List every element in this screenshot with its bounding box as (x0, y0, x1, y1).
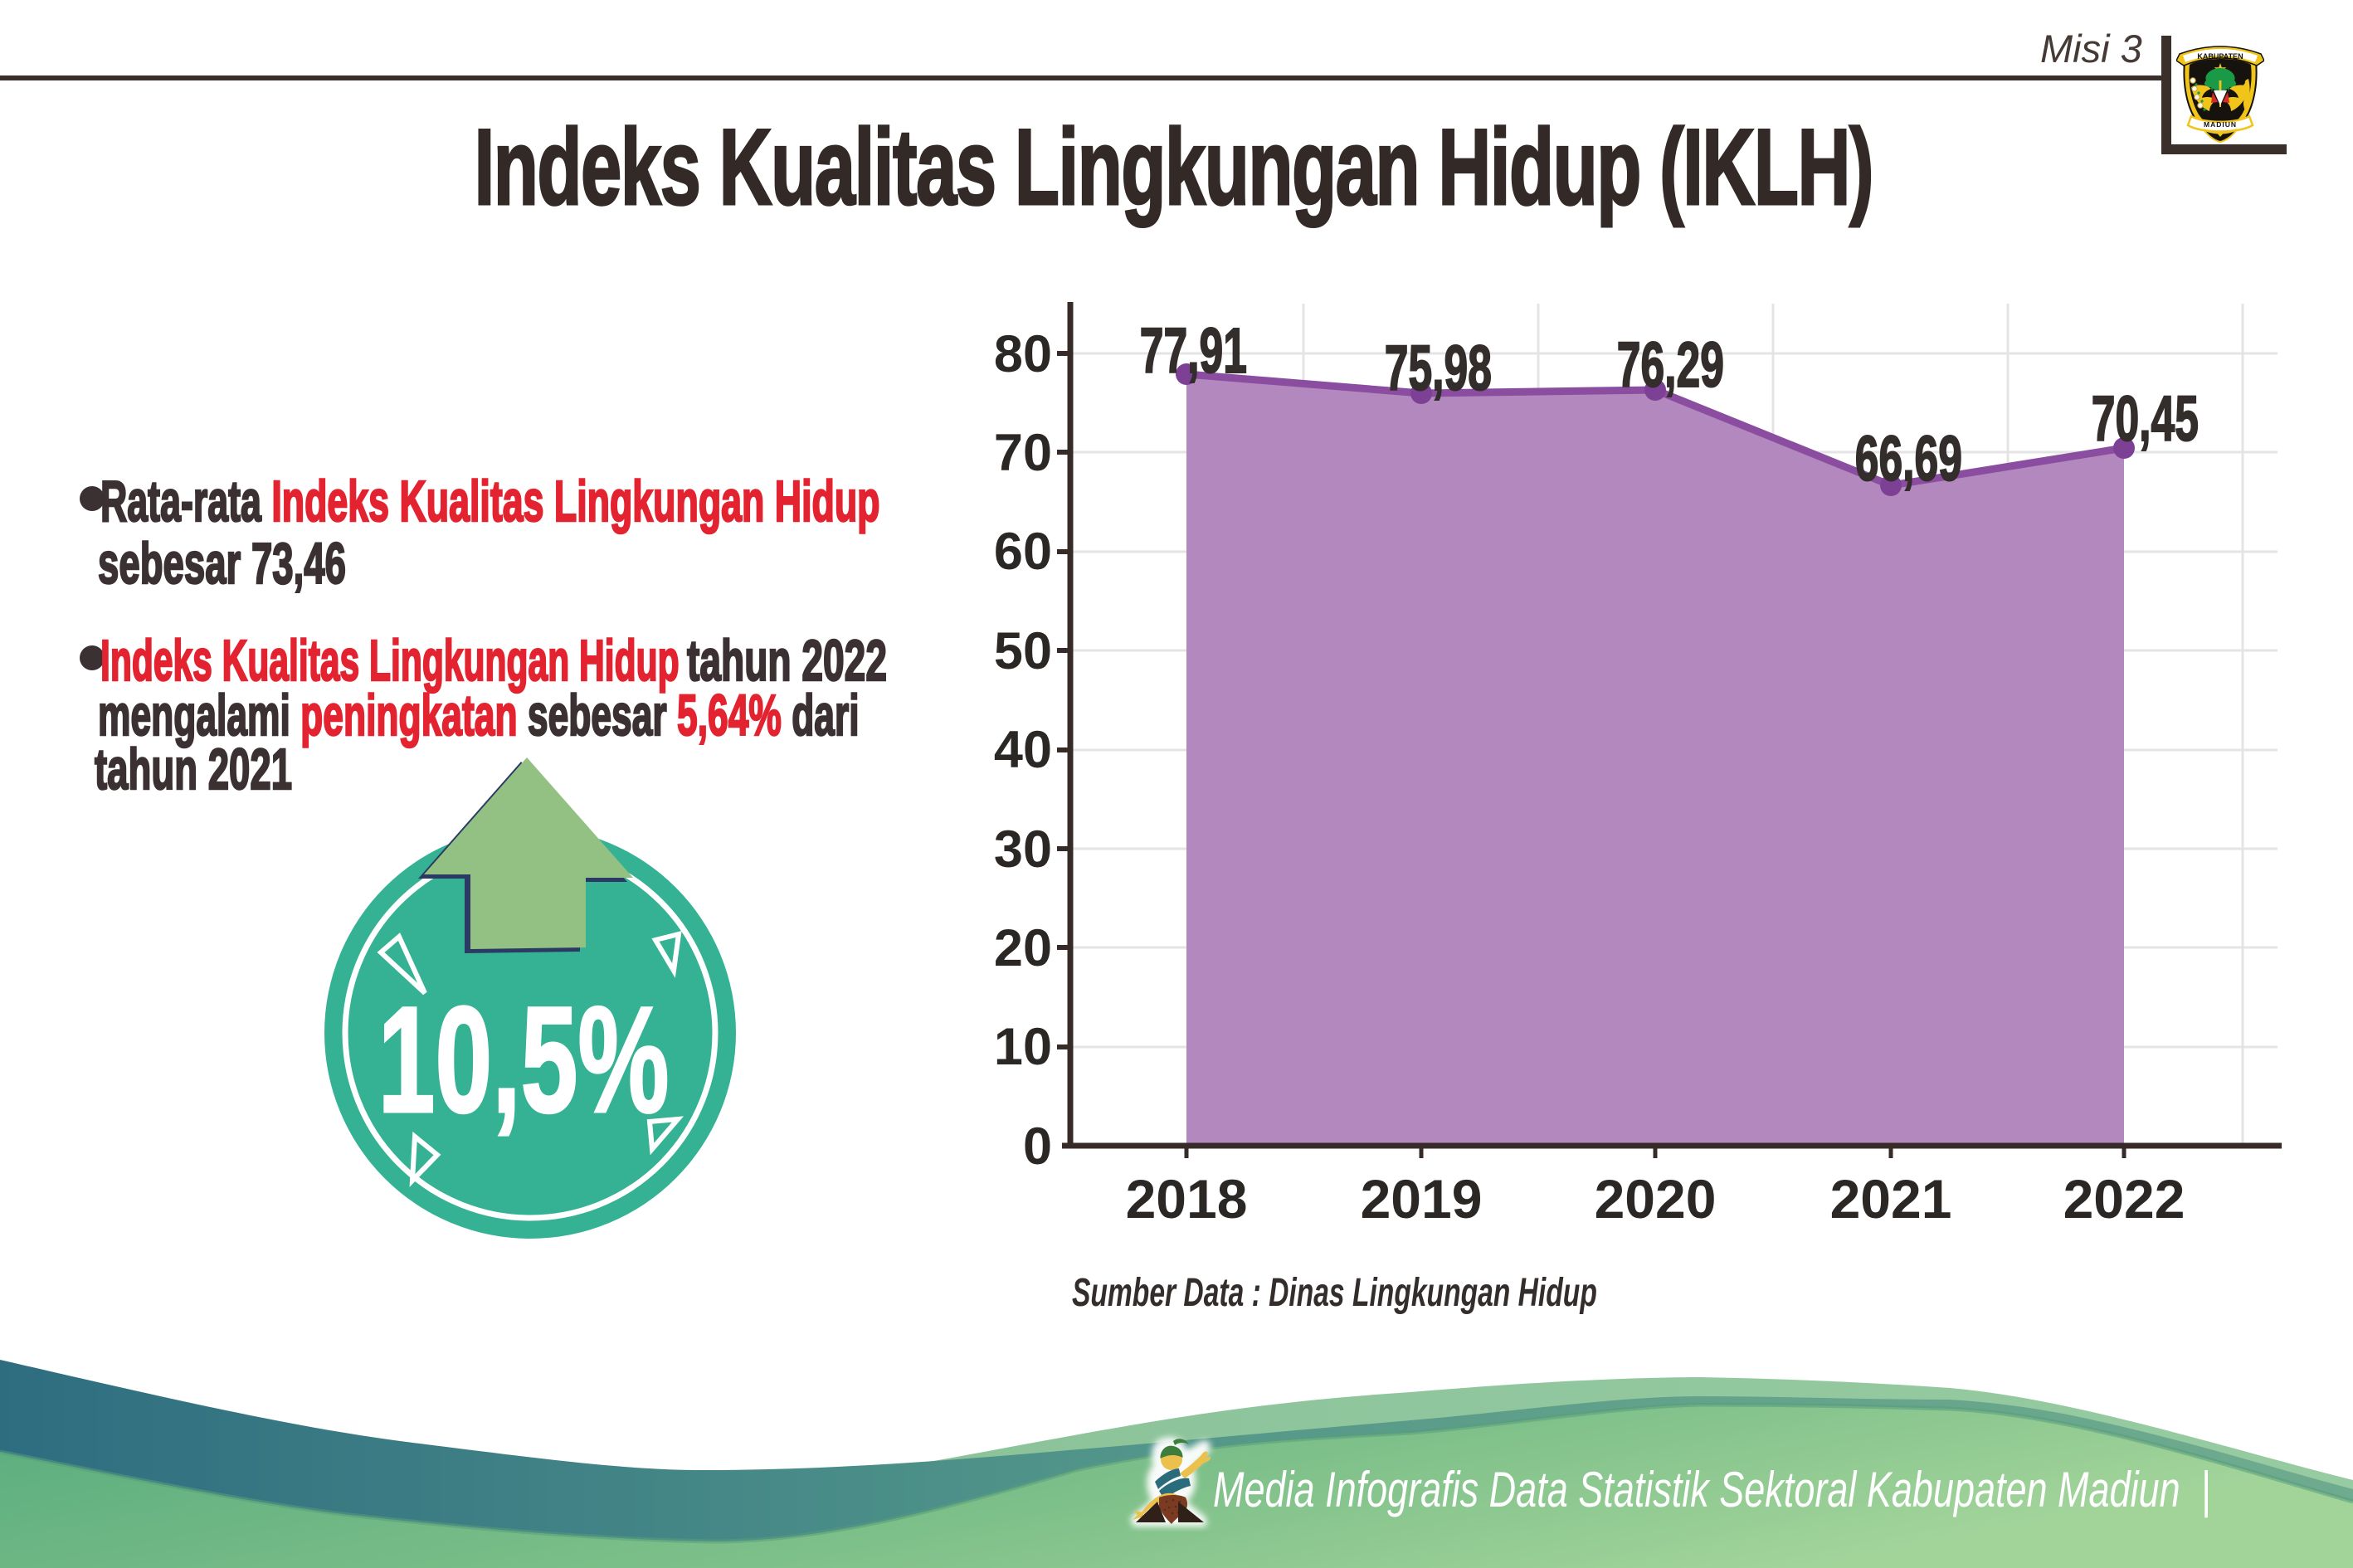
svg-text:KABUPATEN: KABUPATEN (2197, 52, 2243, 61)
svg-text:MADIUN: MADIUN (2204, 120, 2237, 129)
